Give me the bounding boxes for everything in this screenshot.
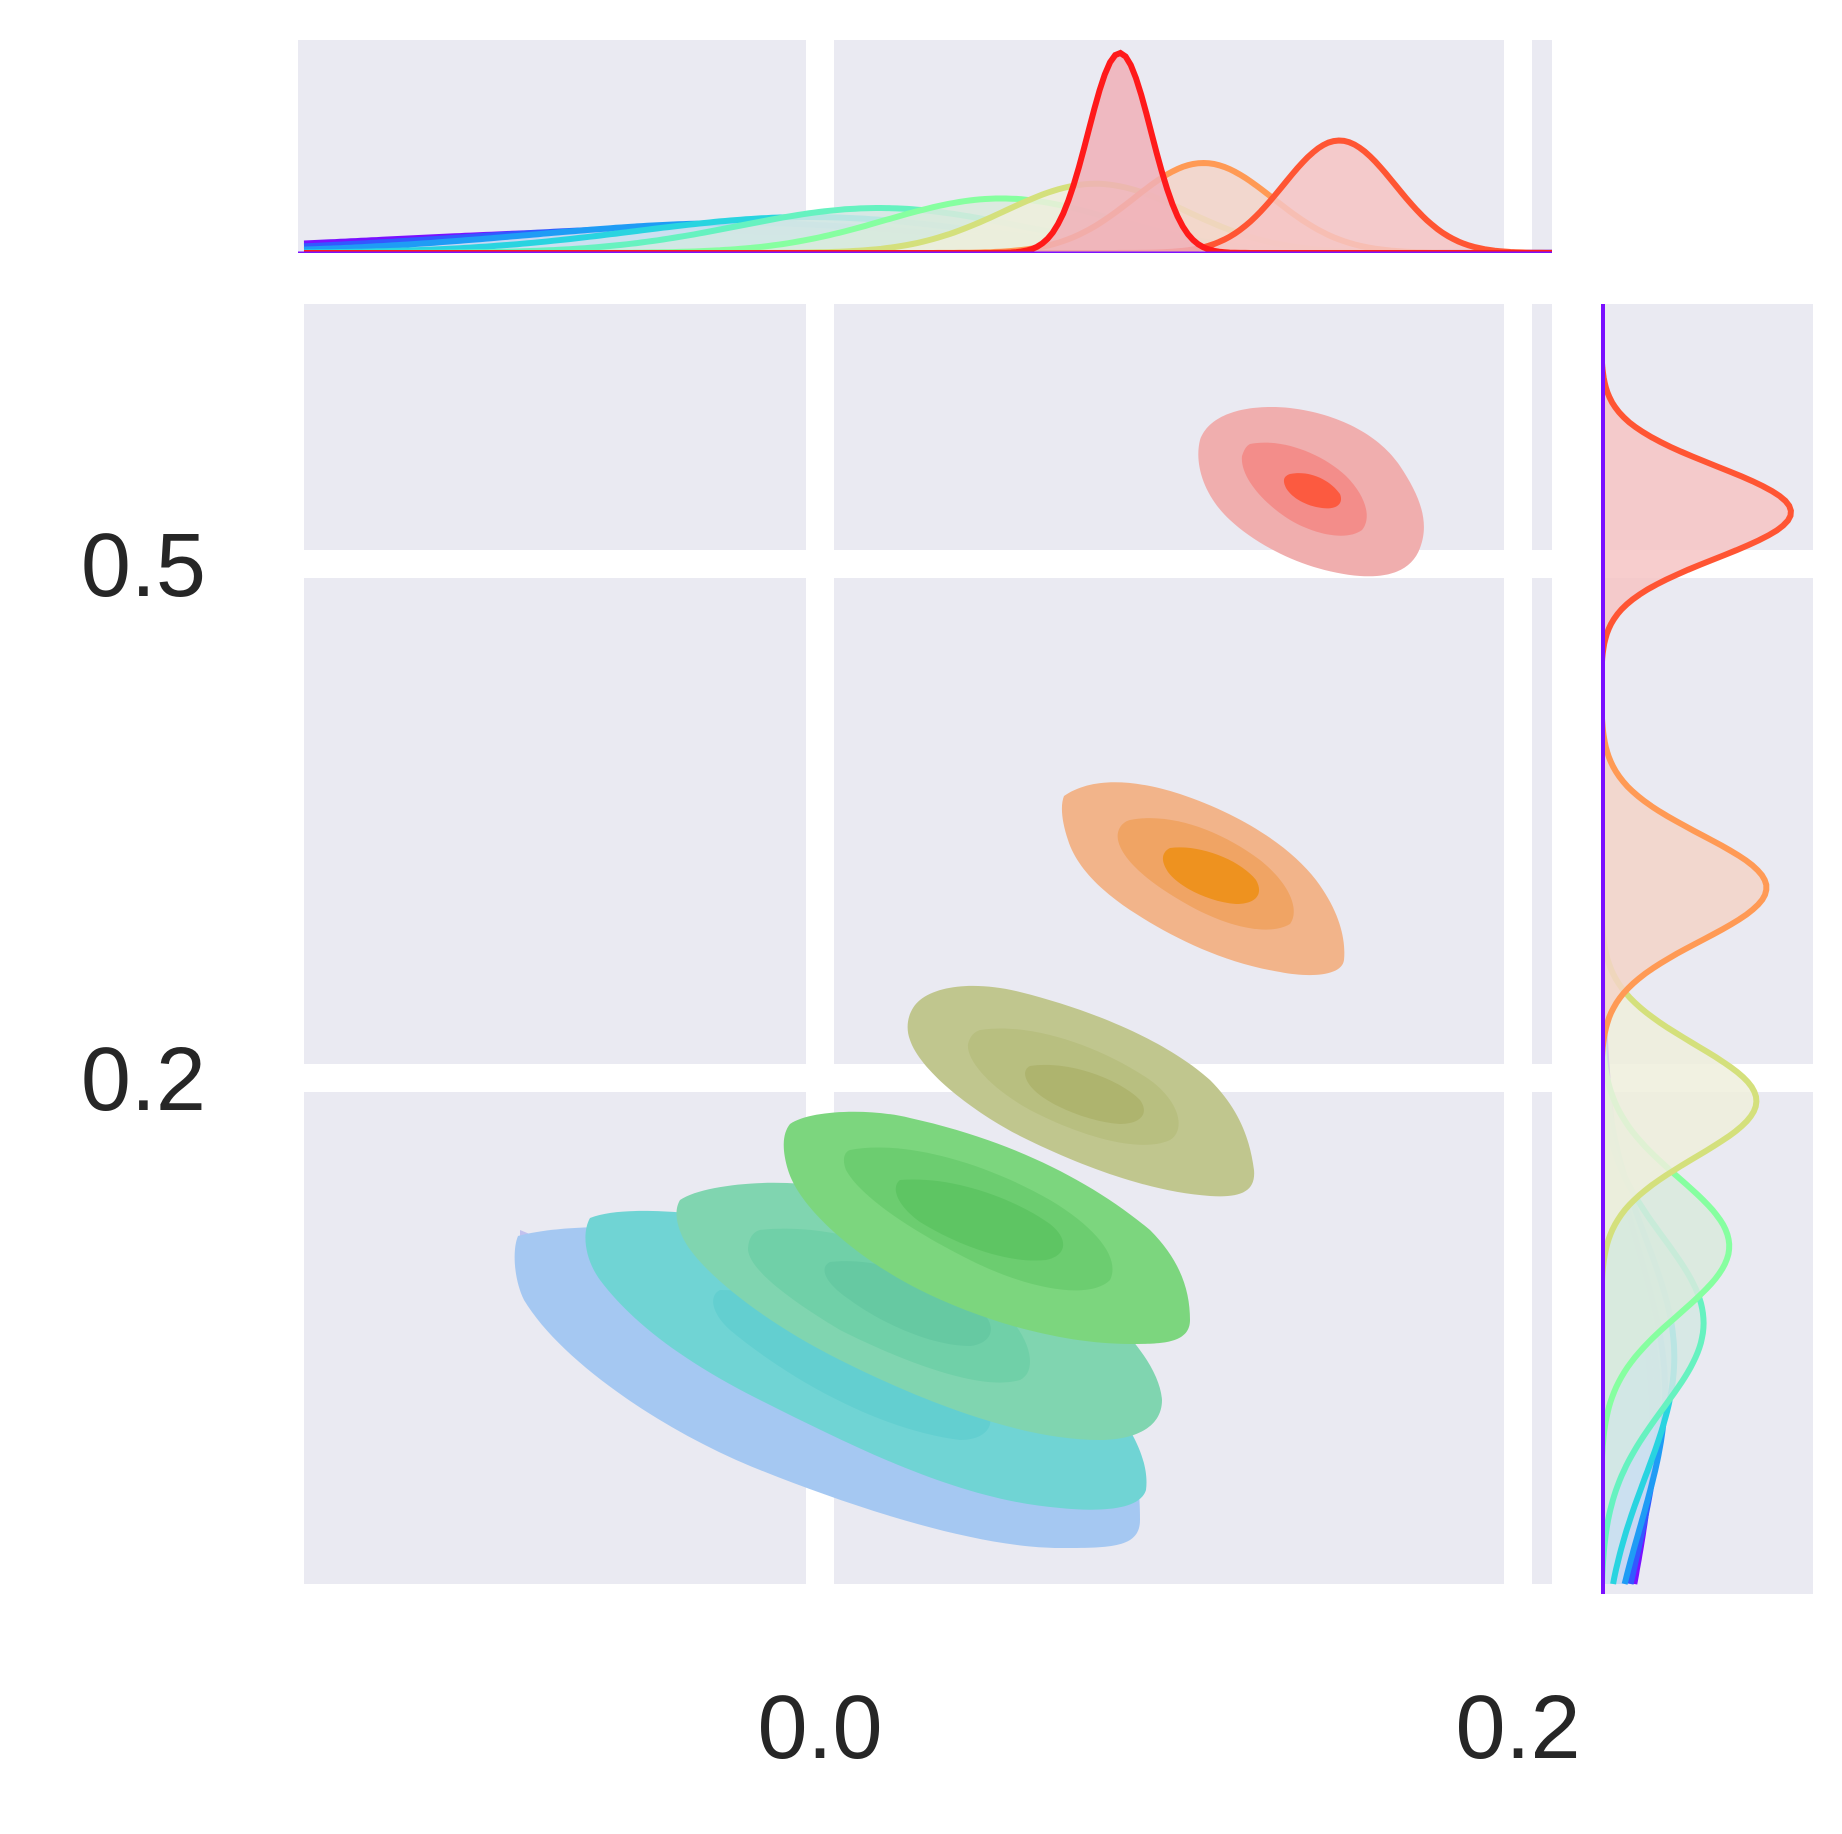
right-marginal-curves: [1601, 304, 1794, 1594]
kde-contour-olive-core: [1025, 1064, 1144, 1124]
top-kde-line-series-1: [304, 137, 1552, 253]
kde-contour-red-core: [1283, 473, 1342, 509]
kde-contour-mint-core: [824, 1261, 991, 1346]
kde-contour-orange-core: [1162, 847, 1260, 904]
top-marginal-curves: [298, 49, 1552, 253]
right-kde-fill-series-2: [1601, 304, 1767, 1584]
right-kde-line-series-2: [1601, 304, 1770, 1584]
x-tick-label-0-2: 0.2: [1455, 1678, 1580, 1778]
right-kde-line-series-4: [1601, 304, 1733, 1584]
joint-contours: [514, 407, 1424, 1548]
x-tick-label-0-0: 0.0: [757, 1678, 882, 1778]
right-kde-fill-series-4: [1601, 304, 1730, 1584]
right-kde-fill-series-1: [1601, 304, 1791, 1584]
top-kde-fill-series-4: [304, 198, 1552, 253]
right-kde-line-series-5: [1601, 304, 1707, 1585]
top-kde-fill-series-1: [304, 140, 1552, 253]
right-kde-line-series-1: [1601, 304, 1794, 1584]
y-tick-label-0-2: 0.2: [81, 1030, 206, 1130]
kde-contour-green-core: [895, 1179, 1064, 1261]
y-tick-label-0-5: 0.5: [81, 516, 206, 616]
